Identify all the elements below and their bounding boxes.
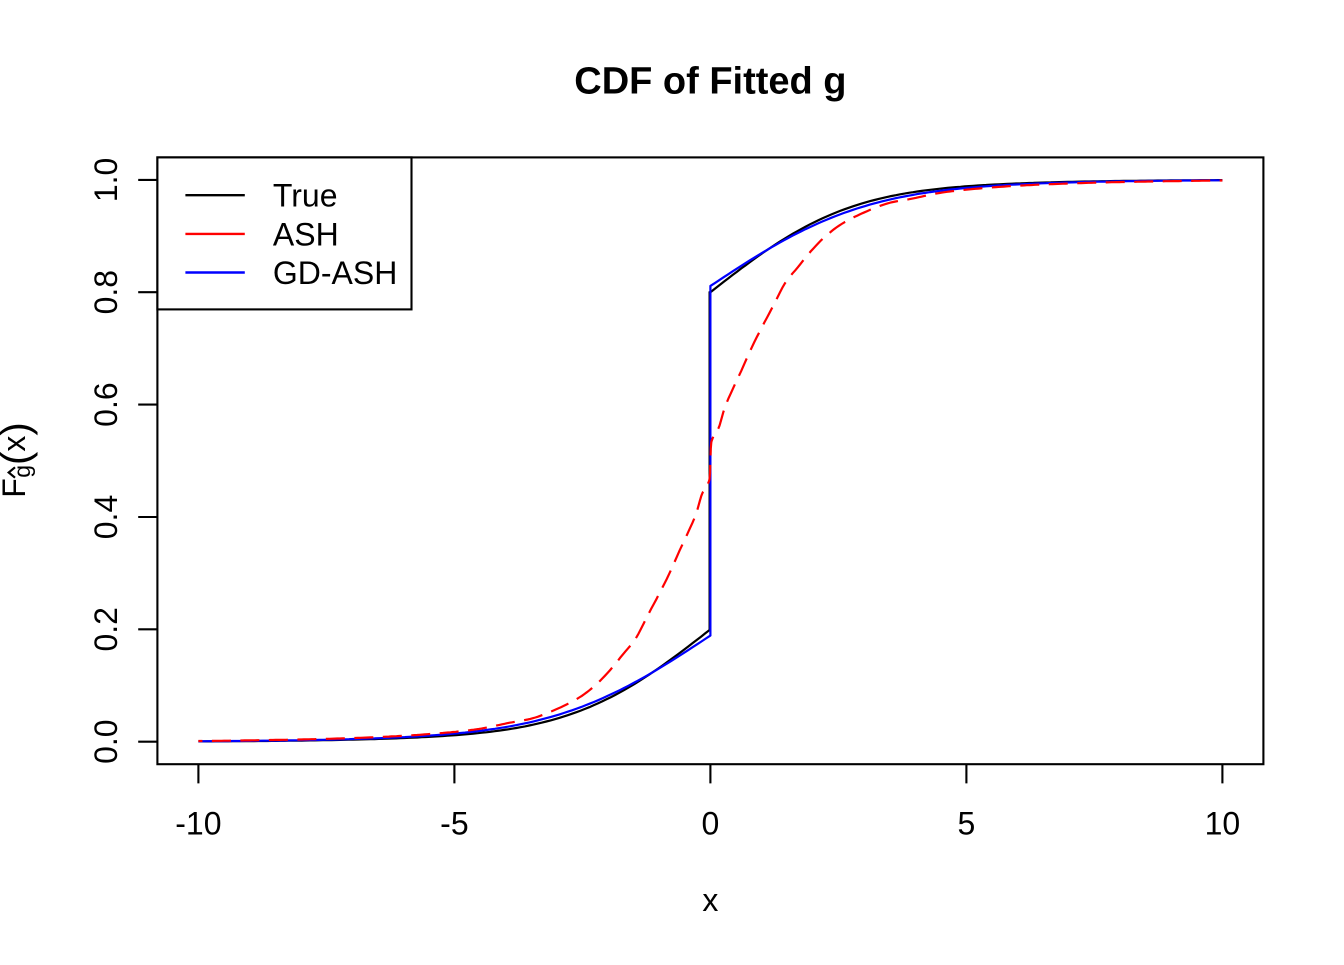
svg-text:0.4: 0.4 [88,495,124,539]
svg-text:ASH: ASH [273,216,339,252]
svg-text:GD-ASH: GD-ASH [273,255,397,291]
svg-text:0.2: 0.2 [88,607,124,651]
svg-text:10: 10 [1205,806,1241,842]
svg-text:x: x [702,882,718,918]
svg-text:True: True [273,178,338,214]
svg-text:0.0: 0.0 [88,719,124,763]
svg-text:1.0: 1.0 [88,158,124,202]
svg-text:0.6: 0.6 [88,382,124,426]
svg-text:0.8: 0.8 [88,270,124,314]
svg-text:Fg(x): Fg(x) [0,422,38,498]
svg-text:-10: -10 [175,806,221,842]
svg-text:-5: -5 [440,806,468,842]
svg-text:5: 5 [958,806,976,842]
svg-text:0: 0 [702,806,720,842]
svg-text:CDF of Fitted g: CDF of Fitted g [574,61,846,103]
